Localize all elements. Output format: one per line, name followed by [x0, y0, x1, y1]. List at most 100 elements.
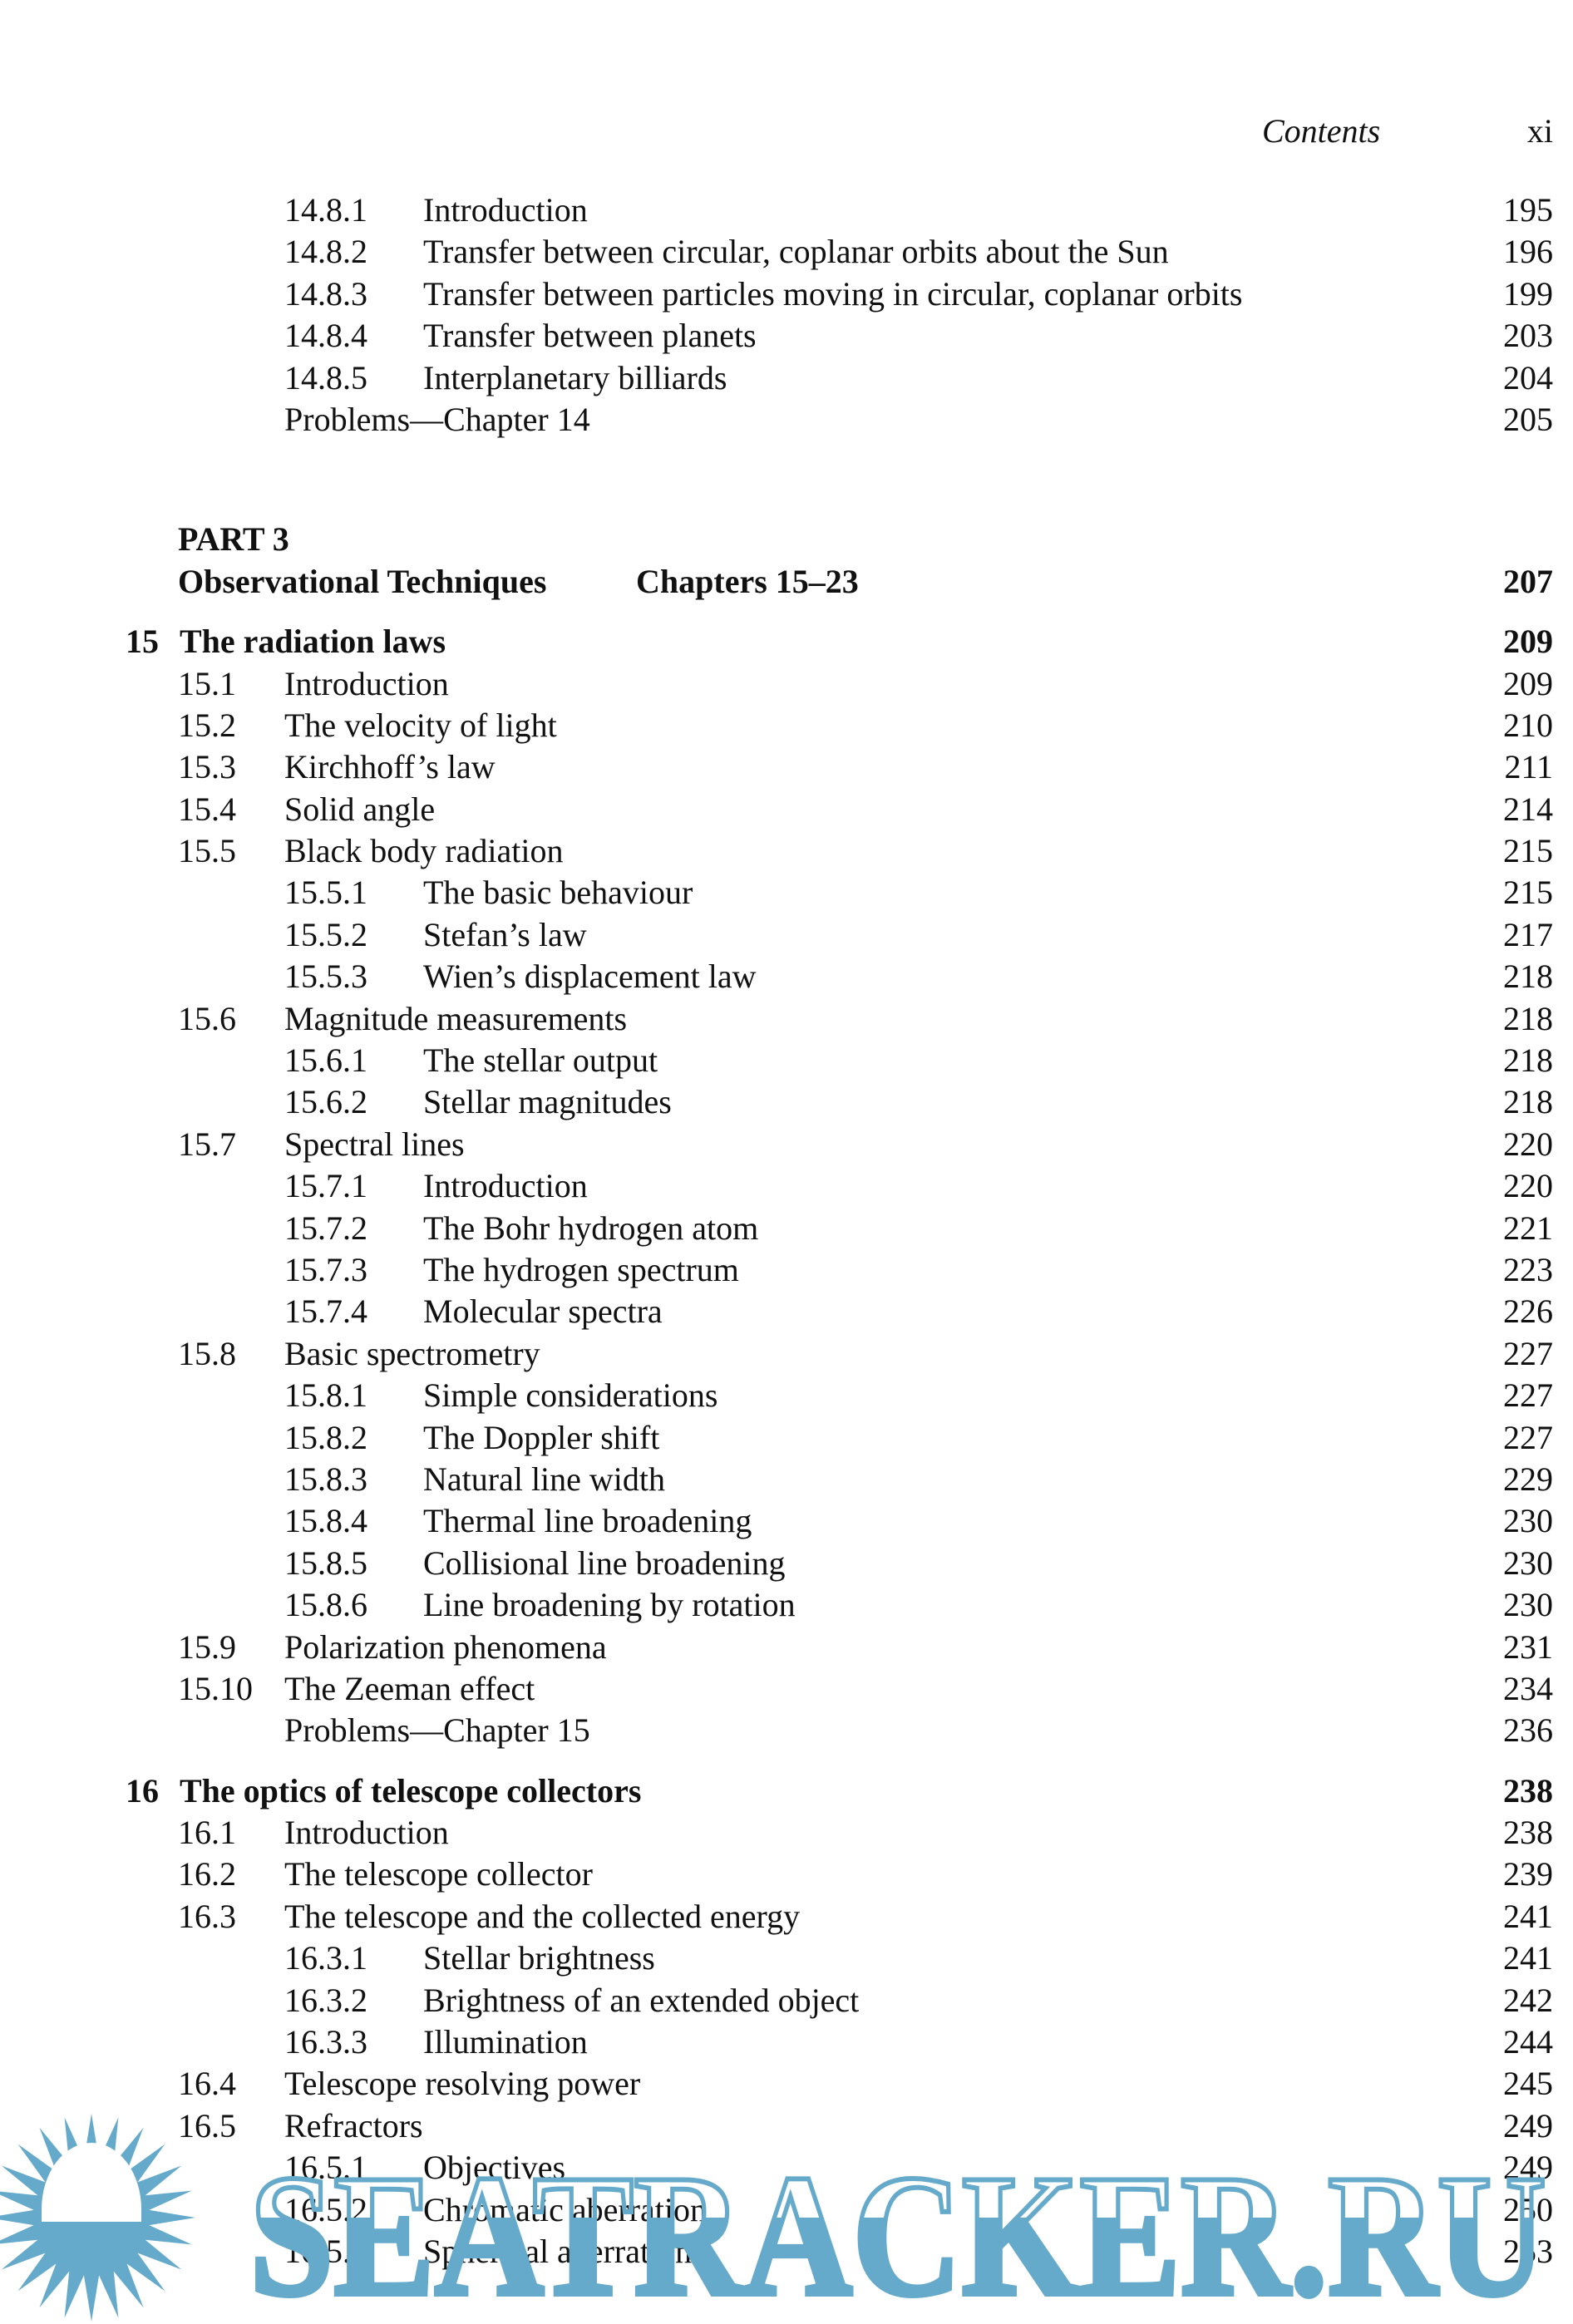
- entry-number: 14.8.4: [284, 317, 367, 355]
- toc-entry-subsection[interactable]: 15.8.3 Natural line width 229: [0, 1459, 1553, 1500]
- entry-number: 15.6.1: [284, 1041, 367, 1080]
- toc-entry-subsection[interactable]: 15.7.3 The hydrogen spectrum 223: [0, 1249, 1553, 1291]
- entry-page: 217: [1503, 915, 1553, 953]
- entry-page: 205: [1503, 400, 1553, 438]
- toc-entry-section[interactable]: 16.5 Refractors 249: [0, 2105, 1553, 2147]
- toc-entry-section[interactable]: 15.9 Polarization phenomena 231: [0, 1627, 1553, 1668]
- toc-entry-section[interactable]: 15.8 Basic spectrometry 227: [0, 1333, 1553, 1375]
- sun-dome: [42, 2143, 141, 2222]
- toc-entry-subsection[interactable]: 14.8.4 Transfer between planets 203: [0, 315, 1553, 357]
- entry-title: Transfer between circular, coplanar orbi…: [423, 233, 1169, 271]
- toc-entry-section[interactable]: 16.2 The telescope collector 239: [0, 1854, 1553, 1895]
- entry-title: The Doppler shift: [423, 1418, 660, 1456]
- entry-title: The basic behaviour: [423, 874, 693, 912]
- toc-entry-subsection[interactable]: 15.5.2 Stefan’s law 217: [0, 914, 1553, 956]
- toc-entry-section[interactable]: 15.3 Kirchhoff’s law 211: [0, 746, 1553, 788]
- entry-title: The telescope and the collected energy: [284, 1897, 801, 1935]
- entry-number: 15.5: [178, 832, 236, 870]
- toc-entry-subsection[interactable]: 15.8.4 Thermal line broadening 230: [0, 1500, 1553, 1542]
- toc-entry-section[interactable]: 15.6 Magnitude measurements 218: [0, 998, 1553, 1040]
- entry-number: 16: [126, 1771, 159, 1809]
- entry-title: Problems—Chapter 15: [284, 1711, 590, 1750]
- toc-entry-section[interactable]: 15.10 The Zeeman effect 234: [0, 1668, 1553, 1710]
- toc-entry-subsection[interactable]: 14.8.1 Introduction 195: [0, 190, 1553, 231]
- entry-page: 204: [1503, 358, 1553, 396]
- toc-entry-section[interactable]: 15.5 Black body radiation 215: [0, 830, 1553, 872]
- toc-entry-subsection[interactable]: 15.5.3 Wien’s displacement law 218: [0, 956, 1553, 997]
- entry-number: 15.7.2: [284, 1209, 367, 1247]
- toc-entry-problems[interactable]: Problems—Chapter 14 205: [0, 399, 1553, 441]
- toc-entry-section[interactable]: 15.7 Spectral lines 220: [0, 1124, 1553, 1165]
- entry-title: Black body radiation: [284, 832, 564, 870]
- entry-number: 15.3: [178, 748, 236, 786]
- entry-title: The velocity of light: [284, 706, 557, 744]
- entry-number: 15.9: [178, 1627, 236, 1666]
- toc-entry-section[interactable]: 16.3 The telescope and the collected ener…: [0, 1896, 1553, 1937]
- toc-entry-section[interactable]: 16.4 Telescope resolving power 245: [0, 2063, 1553, 2105]
- toc-entry-subsection[interactable]: 16.5.1 Objectives 249: [0, 2147, 1553, 2189]
- toc-entry-subsection[interactable]: 14.8.2 Transfer between circular, coplana…: [0, 231, 1553, 273]
- entry-title: Objectives: [423, 2149, 566, 2187]
- toc-entry-section[interactable]: 15.1 Introduction 209: [0, 663, 1553, 705]
- toc-entry-subsection[interactable]: 15.6.2 Stellar magnitudes 218: [0, 1081, 1553, 1123]
- entry-page: 221: [1503, 1209, 1553, 1247]
- entry-page: 199: [1503, 274, 1553, 313]
- toc-entry-subsection[interactable]: 15.6.1 The stellar output 218: [0, 1040, 1553, 1081]
- entry-page: 218: [1503, 1041, 1553, 1080]
- entry-page: 214: [1503, 790, 1553, 828]
- entry-page: 207: [1503, 562, 1553, 600]
- entry-page: 238: [1503, 1814, 1553, 1852]
- entry-title: Observational Techniques: [178, 562, 547, 600]
- entry-number: 15.8.3: [284, 1460, 367, 1498]
- sun-icon: [0, 2114, 195, 2322]
- toc-entry-subsection[interactable]: 16.3.2 Brightness of an extended object 24…: [0, 1980, 1553, 2021]
- entry-page: 215: [1503, 832, 1553, 870]
- toc-entry-chapter[interactable]: 16 The optics of telescope collectors 238: [0, 1770, 1553, 1812]
- entry-number: 16.5.2: [284, 2190, 367, 2228]
- toc-entry-section[interactable]: 15.2 The velocity of light 210: [0, 705, 1553, 746]
- toc-entry-subsection[interactable]: 15.8.2 The Doppler shift 227: [0, 1417, 1553, 1459]
- entry-page: 236: [1503, 1711, 1553, 1750]
- entry-page: 249: [1503, 2106, 1553, 2144]
- entry-title: Introduction: [423, 1167, 588, 1205]
- entry-number: 15.8.6: [284, 1586, 367, 1624]
- entry-title: Introduction: [284, 1814, 449, 1852]
- toc-entry-subsection[interactable]: 15.7.1 Introduction 220: [0, 1165, 1553, 1207]
- entry-title: Introduction: [284, 664, 449, 702]
- toc-entry-subsection[interactable]: 16.3.1 Stellar brightness 241: [0, 1937, 1553, 1979]
- toc-entry-subsection[interactable]: 16.5.3 Spherical aberration 253: [0, 2231, 1553, 2272]
- toc-entry-subsection[interactable]: 15.5.1 The basic behaviour 215: [0, 872, 1553, 913]
- toc-entry-part-label[interactable]: PART 3: [0, 519, 1553, 560]
- toc-entry-subsection[interactable]: 15.8.5 Collisional line broadening 230: [0, 1543, 1553, 1584]
- entry-page: 210: [1503, 706, 1553, 744]
- toc-entry-subsection[interactable]: 14.8.5 Interplanetary billiards 204: [0, 357, 1553, 399]
- toc-entry-problems[interactable]: Problems—Chapter 15 236: [0, 1710, 1553, 1751]
- entry-title: Stefan’s law: [423, 915, 587, 953]
- entry-number: 14.8.1: [284, 191, 367, 229]
- entry-number: 15.7.3: [284, 1250, 367, 1288]
- toc-entry-subsection[interactable]: 16.3.3 Illumination 244: [0, 2021, 1553, 2063]
- entry-number: 15.8.1: [284, 1376, 367, 1415]
- entry-title: Telescope resolving power: [284, 2065, 641, 2103]
- toc-entry-subsection[interactable]: 16.5.2 Chromatic aberration 250: [0, 2189, 1553, 2231]
- toc-entry-subsection[interactable]: 14.8.3 Transfer between particles moving …: [0, 273, 1553, 315]
- toc-entry-subsection[interactable]: 15.8.6 Line broadening by rotation 230: [0, 1584, 1553, 1626]
- entry-number: 15.7.1: [284, 1167, 367, 1205]
- toc-entry-subsection[interactable]: 15.8.1 Simple considerations 227: [0, 1375, 1553, 1416]
- entry-number: 15.8.4: [284, 1502, 367, 1540]
- toc-entry-chapter[interactable]: 15 The radiation laws 209: [0, 621, 1553, 662]
- toc-entry-part-title[interactable]: Observational Techniques Chapters 15–23 20…: [0, 561, 1553, 603]
- entry-title: Transfer between planets: [423, 317, 757, 355]
- entry-number: 16.3: [178, 1897, 236, 1935]
- entry-title: Refractors: [284, 2106, 423, 2144]
- toc-entry-subsection[interactable]: 15.7.4 Molecular spectra 226: [0, 1291, 1553, 1332]
- entry-number: 15: [126, 623, 159, 661]
- toc-entry-subsection[interactable]: 15.7.2 The Bohr hydrogen atom 221: [0, 1208, 1553, 1249]
- entry-number: 16.3.2: [284, 1981, 367, 2019]
- entry-page: 230: [1503, 1502, 1553, 1540]
- toc-entry-section[interactable]: 15.4 Solid angle 214: [0, 789, 1553, 830]
- part-chapters: Chapters 15–23: [636, 562, 859, 600]
- toc-entry-section[interactable]: 16.1 Introduction 238: [0, 1812, 1553, 1854]
- entry-page: 242: [1503, 1981, 1553, 2019]
- entry-title: Collisional line broadening: [423, 1544, 786, 1582]
